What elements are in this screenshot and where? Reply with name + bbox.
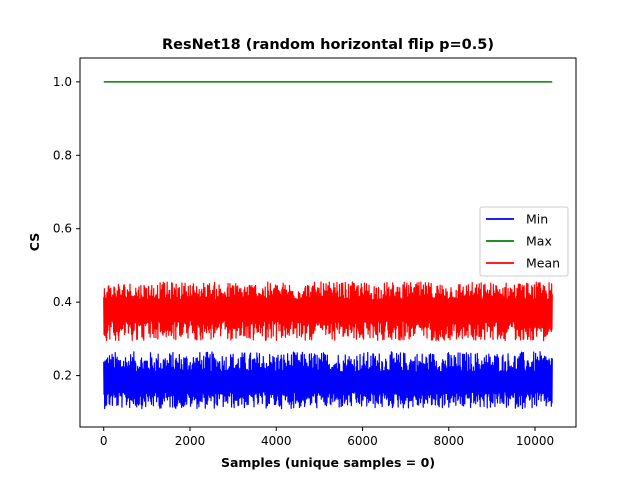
y-tick-label: 0.8 bbox=[53, 148, 72, 162]
series-layer bbox=[103, 81, 553, 410]
x-tick-label: 4000 bbox=[261, 434, 292, 448]
series-line-min bbox=[103, 351, 553, 410]
x-tick-label: 8000 bbox=[433, 434, 464, 448]
x-tick-label: 6000 bbox=[347, 434, 378, 448]
series-line-mean bbox=[103, 281, 553, 342]
x-tick-label: 10000 bbox=[516, 434, 554, 448]
plot-area bbox=[79, 57, 577, 428]
legend-items: Min Max Mean bbox=[486, 212, 560, 271]
legend-box bbox=[479, 206, 569, 277]
y-tick-label: 0.4 bbox=[53, 295, 72, 309]
y-tick-label: 0.2 bbox=[53, 369, 72, 383]
legend-label-mean: Mean bbox=[526, 256, 560, 271]
chart-title: ResNet18 (random horizontal flip p=0.5) bbox=[162, 37, 494, 53]
x-tick-label: 2000 bbox=[175, 434, 206, 448]
x-axis: 0 2000 4000 6000 8000 10000 bbox=[100, 427, 554, 448]
x-tick-label: 0 bbox=[100, 434, 108, 448]
legend-label-max: Max bbox=[526, 234, 552, 249]
x-axis-label: Samples (unique samples = 0) bbox=[221, 455, 435, 470]
legend-label-min: Min bbox=[526, 212, 548, 227]
y-axis: 0.2 0.4 0.6 0.8 1.0 bbox=[53, 75, 80, 383]
y-tick-label: 1.0 bbox=[53, 75, 72, 89]
plot-frame bbox=[79, 57, 577, 428]
y-axis-label: CS bbox=[27, 233, 42, 251]
y-tick-label: 0.6 bbox=[53, 222, 72, 236]
legend: Min Max Mean bbox=[479, 206, 569, 277]
